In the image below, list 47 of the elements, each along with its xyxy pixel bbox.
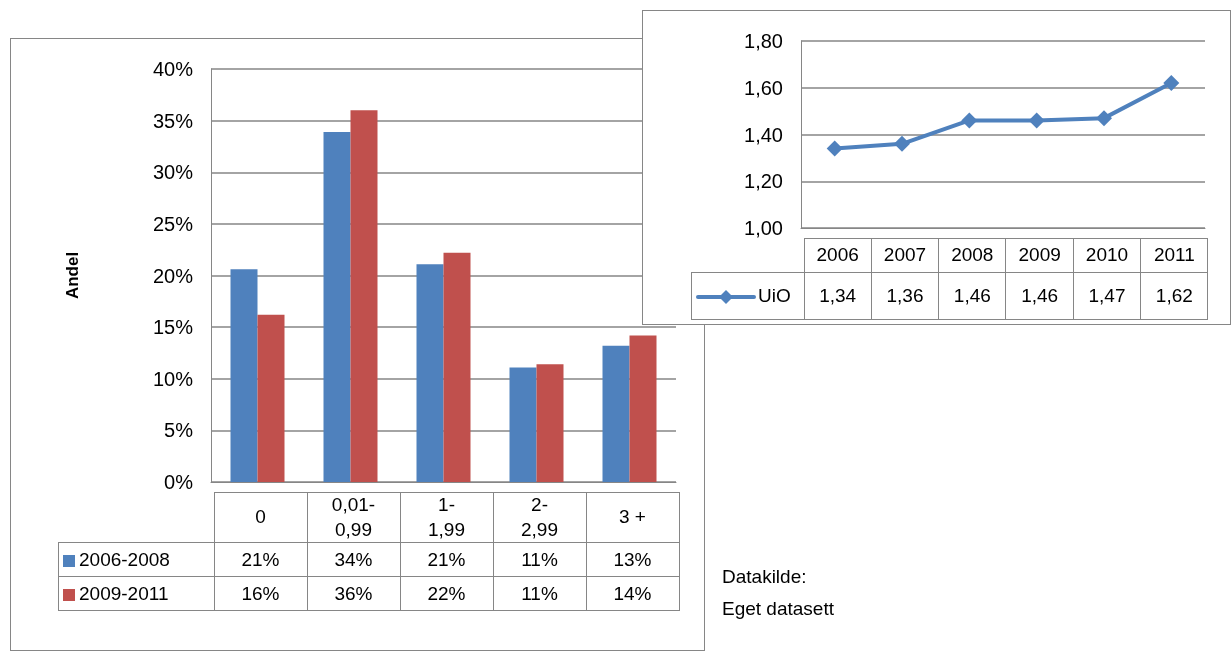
- text: Eget datasett: [722, 598, 834, 620]
- legend-label: UiO: [691, 272, 804, 320]
- x-tick-label: 2008: [938, 238, 1006, 273]
- data-label: 11%: [493, 576, 586, 611]
- data-label: 1,46: [938, 272, 1006, 320]
- data-label: 36%: [307, 576, 400, 611]
- y-tick-label: 0%: [164, 471, 194, 493]
- y-tick-label: 5%: [164, 419, 194, 442]
- data-label: 1,46: [1005, 272, 1074, 320]
- y-axis-title: Andel: [63, 251, 82, 300]
- y-tick-label: 25%: [152, 212, 194, 235]
- data-label: 1,36: [871, 272, 939, 320]
- data-label: 16%: [214, 576, 307, 611]
- data-label: 1,34: [804, 272, 872, 320]
- text: Datakilde:: [722, 566, 807, 588]
- y-tick-label: 40%: [152, 58, 194, 80]
- x-tick-label: 2006: [804, 238, 872, 273]
- y-tick-label: 1,00: [744, 217, 783, 239]
- x-tick-label: 1-1,99: [400, 492, 493, 543]
- y-tick-label: 35%: [152, 109, 194, 132]
- y-tick-label: 1,20: [744, 170, 783, 193]
- x-tick-label: 2010: [1073, 238, 1141, 273]
- x-tick-label: 2007: [871, 238, 939, 273]
- legend-label: 2006-2008: [58, 542, 214, 577]
- y-tick-label: 20%: [152, 264, 194, 287]
- data-label: 13%: [586, 542, 679, 577]
- x-tick-label: 2009: [1005, 238, 1074, 273]
- y-tick-label: 10%: [152, 367, 194, 390]
- data-label: 34%: [307, 542, 400, 577]
- data-label: 1,47: [1073, 272, 1141, 320]
- x-tick-label: 0: [214, 492, 307, 543]
- data-label: 14%: [586, 576, 679, 611]
- y-tick-label: 30%: [152, 161, 194, 184]
- x-tick-label: 2011: [1140, 238, 1208, 273]
- legend-label: 2009-2011: [58, 576, 214, 611]
- x-tick-label: 0,01-0,99: [307, 492, 400, 543]
- data-label: 22%: [400, 576, 493, 611]
- y-tick-label: 1,40: [744, 123, 783, 146]
- x-tick-label: 3 +: [586, 492, 679, 543]
- y-tick-label: 1,60: [744, 76, 783, 99]
- data-label: 21%: [400, 542, 493, 577]
- y-tick-label: 15%: [152, 316, 194, 339]
- y-tick-label: 1,80: [744, 30, 783, 52]
- x-tick-label: 2-2,99: [493, 492, 586, 543]
- data-label: 1,62: [1140, 272, 1208, 320]
- data-label: 11%: [493, 542, 586, 577]
- data-label: 21%: [214, 542, 307, 577]
